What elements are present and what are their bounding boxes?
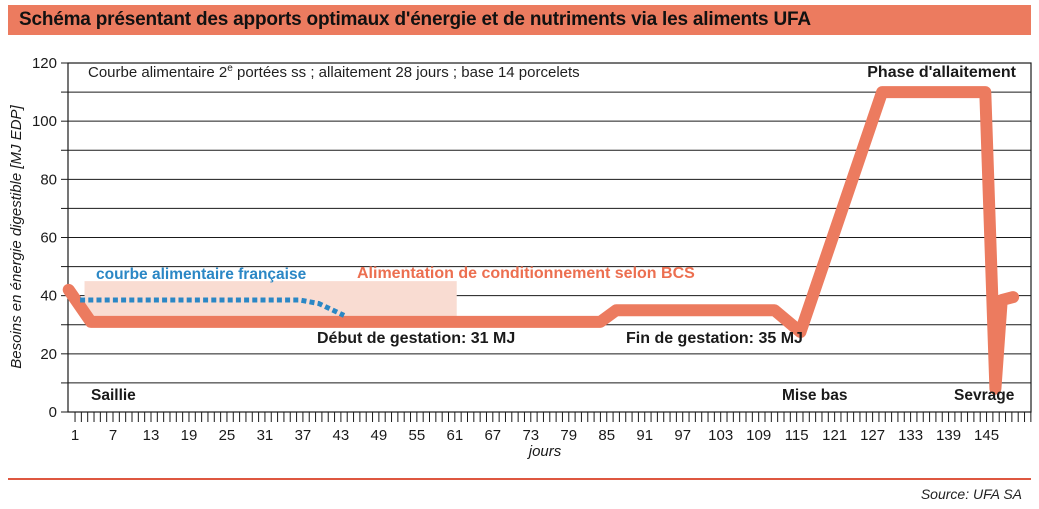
annotation-sevrage: Sevrage <box>954 387 1015 404</box>
annotation-fin-gestation: Fin de gestation: 35 MJ <box>626 330 803 347</box>
svg-text:100: 100 <box>32 113 57 130</box>
x-axis-day-ticks <box>74 412 1032 422</box>
y-axis-title: Besoins en énergie digestible [MJ EDP] <box>8 105 25 369</box>
grid-lines <box>68 91 1031 384</box>
annotation-alimentation-bcs: Alimentation de conditionnement selon BC… <box>357 265 695 282</box>
svg-text:43: 43 <box>333 427 350 444</box>
svg-text:19: 19 <box>181 427 198 444</box>
svg-text:109: 109 <box>746 427 771 444</box>
svg-text:37: 37 <box>295 427 312 444</box>
chart-subtitle-rest: portées ss ; allaitement 28 jours ; base… <box>232 64 580 81</box>
svg-text:49: 49 <box>371 427 388 444</box>
chart-subtitle-prefix: Courbe alimentaire 2 <box>88 64 228 81</box>
x-tick-labels: 1 7 13 19 25 31 37 43 49 55 61 67 73 79 85 91 97 103 109 11… <box>71 427 999 444</box>
annotation-courbe-francaise: courbe alimentaire française <box>96 266 307 283</box>
svg-text:91: 91 <box>636 427 653 444</box>
x-axis-title: jours <box>528 443 562 460</box>
annotation-saillie: Saillie <box>91 387 136 404</box>
svg-text:85: 85 <box>598 427 615 444</box>
annotation-phase-allaitement: Phase d'allaitement <box>867 64 1016 81</box>
svg-text:121: 121 <box>822 427 847 444</box>
annotation-debut-gestation: Début de gestation: 31 MJ <box>317 330 516 347</box>
ufa-optimal-curve <box>62 86 1020 395</box>
footer-divider <box>8 478 1031 480</box>
svg-text:0: 0 <box>49 404 57 421</box>
svg-text:97: 97 <box>674 427 691 444</box>
y-tick-labels: 0 20 40 60 80 100 120 <box>32 55 57 421</box>
svg-text:145: 145 <box>974 427 999 444</box>
svg-text:61: 61 <box>446 427 463 444</box>
chart-subtitle-sup: e <box>227 63 233 74</box>
annotation-mise-bas: Mise bas <box>782 387 848 404</box>
svg-text:55: 55 <box>409 427 426 444</box>
svg-text:127: 127 <box>860 427 885 444</box>
y-axis-ticks <box>61 62 68 413</box>
french-feed-curve <box>80 297 346 318</box>
page-title: Schéma présentant des apports optimaux d… <box>19 9 811 30</box>
svg-text:31: 31 <box>257 427 274 444</box>
svg-text:60: 60 <box>40 230 57 247</box>
svg-text:20: 20 <box>40 346 57 363</box>
svg-text:7: 7 <box>109 427 117 444</box>
svg-text:73: 73 <box>522 427 539 444</box>
svg-text:120: 120 <box>32 55 57 72</box>
svg-text:67: 67 <box>484 427 501 444</box>
header-band: Schéma présentant des apports optimaux d… <box>8 5 1031 35</box>
svg-text:40: 40 <box>40 288 57 305</box>
source-credit: Source: UFA SA <box>920 486 1022 502</box>
svg-text:133: 133 <box>898 427 923 444</box>
svg-text:25: 25 <box>219 427 236 444</box>
svg-text:80: 80 <box>40 171 57 188</box>
svg-text:139: 139 <box>936 427 961 444</box>
svg-text:79: 79 <box>560 427 577 444</box>
svg-text:13: 13 <box>143 427 160 444</box>
svg-text:1: 1 <box>71 427 79 444</box>
chart-subtitle: Courbe alimentaire 2e portées ss ; allai… <box>88 63 580 82</box>
svg-text:103: 103 <box>708 427 733 444</box>
svg-text:115: 115 <box>785 427 809 444</box>
